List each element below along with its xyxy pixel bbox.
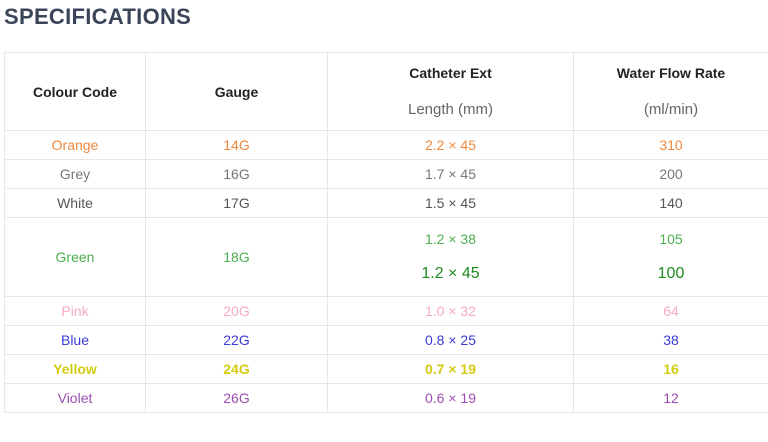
table-row: White 17G 1.5 × 45 140 <box>4 188 768 218</box>
size-cell: 0.8 × 25 <box>327 325 574 355</box>
gauge-cell: 16G <box>145 159 328 189</box>
colour-cell: White <box>4 188 146 218</box>
gauge-cell: 14G <box>145 130 328 160</box>
flow-cell: 38 <box>573 325 768 355</box>
header-label: Colour Code <box>33 83 117 100</box>
colour-cell: Yellow <box>4 354 146 384</box>
flow-value: 105 <box>659 231 683 247</box>
size-cell: 2.2 × 45 <box>327 130 574 160</box>
size-value: 2.2 × 45 <box>425 137 476 153</box>
colour-cell: Blue <box>4 325 146 355</box>
table-row: Violet 26G 0.6 × 19 12 <box>4 383 768 413</box>
size-cell: 1.2 × 38 1.2 × 45 <box>327 217 574 297</box>
table-row: Blue 22G 0.8 × 25 38 <box>4 325 768 355</box>
colour-cell: Violet <box>4 383 146 413</box>
size-value: 1.7 × 45 <box>425 166 476 182</box>
flow-cell: 200 <box>573 159 768 189</box>
flow-value: 310 <box>659 137 683 153</box>
header-subtitle: Length (mm) <box>407 101 494 118</box>
flow-value: 200 <box>659 166 683 182</box>
flow-value: 12 <box>663 390 679 406</box>
size-value: 0.6 × 19 <box>425 390 476 406</box>
flow-cell: 140 <box>573 188 768 218</box>
flow-value: 64 <box>663 303 679 319</box>
table-row: Green 18G 1.2 × 38 1.2 × 45 105 100 <box>4 217 768 297</box>
flow-value: 16 <box>663 361 679 377</box>
header-label: Water Flow Rate <box>616 65 726 81</box>
header-cell: Gauge <box>145 52 328 131</box>
table-row: Grey 16G 1.7 × 45 200 <box>4 159 768 189</box>
size-value: 0.8 × 25 <box>425 332 476 348</box>
title: SPECIFICATIONS <box>4 4 192 29</box>
size-value: 1.5 × 45 <box>425 195 476 211</box>
gauge-cell: 18G <box>145 217 328 297</box>
header-label: Gauge <box>214 83 259 100</box>
size-cell: 1.7 × 45 <box>327 159 574 189</box>
flow-cell: 16 <box>573 354 768 384</box>
colour-cell: Orange <box>4 130 146 160</box>
flow-cell: 105 100 <box>573 217 768 297</box>
table-row: Orange 14G 2.2 × 45 310 <box>4 130 768 160</box>
gauge-cell: 26G <box>145 383 328 413</box>
table-row: Pink 20G 1.0 × 32 64 <box>4 296 768 326</box>
header-cell: Colour Code <box>4 52 146 131</box>
flow-cell: 64 <box>573 296 768 326</box>
gauge-cell: 17G <box>145 188 328 218</box>
colour-cell: Green <box>4 217 146 297</box>
size-cell: 1.0 × 32 <box>327 296 574 326</box>
size-cell: 0.6 × 19 <box>327 383 574 413</box>
flow-value: 38 <box>663 332 679 348</box>
spec-table: Colour Code Gauge Catheter Ext Length (mm) W… <box>4 52 768 413</box>
flow-value: 140 <box>659 195 683 211</box>
header-row: Colour Code Gauge Catheter Ext Length (mm) W… <box>4 52 768 131</box>
flow-value: 100 <box>657 265 685 282</box>
gauge-cell: 20G <box>145 296 328 326</box>
header-label: Catheter Ext <box>409 65 492 81</box>
size-value: 1.2 × 38 <box>425 231 476 247</box>
header-cell: Water Flow Rate (ml/min) <box>573 52 768 131</box>
colour-cell: Grey <box>4 159 146 189</box>
gauge-cell: 22G <box>145 325 328 355</box>
colour-cell: Pink <box>4 296 146 326</box>
header-subtitle: (ml/min) <box>643 101 699 118</box>
size-value: 1.0 × 32 <box>425 303 476 319</box>
size-cell: 1.5 × 45 <box>327 188 574 218</box>
table-row: Yellow 24G 0.7 × 19 16 <box>4 354 768 384</box>
size-value: 0.7 × 19 <box>425 361 476 377</box>
gauge-cell: 24G <box>145 354 328 384</box>
flow-cell: 12 <box>573 383 768 413</box>
flow-cell: 310 <box>573 130 768 160</box>
size-cell: 0.7 × 19 <box>327 354 574 384</box>
size-value: 1.2 × 45 <box>421 265 480 282</box>
header-cell: Catheter Ext Length (mm) <box>327 52 574 131</box>
